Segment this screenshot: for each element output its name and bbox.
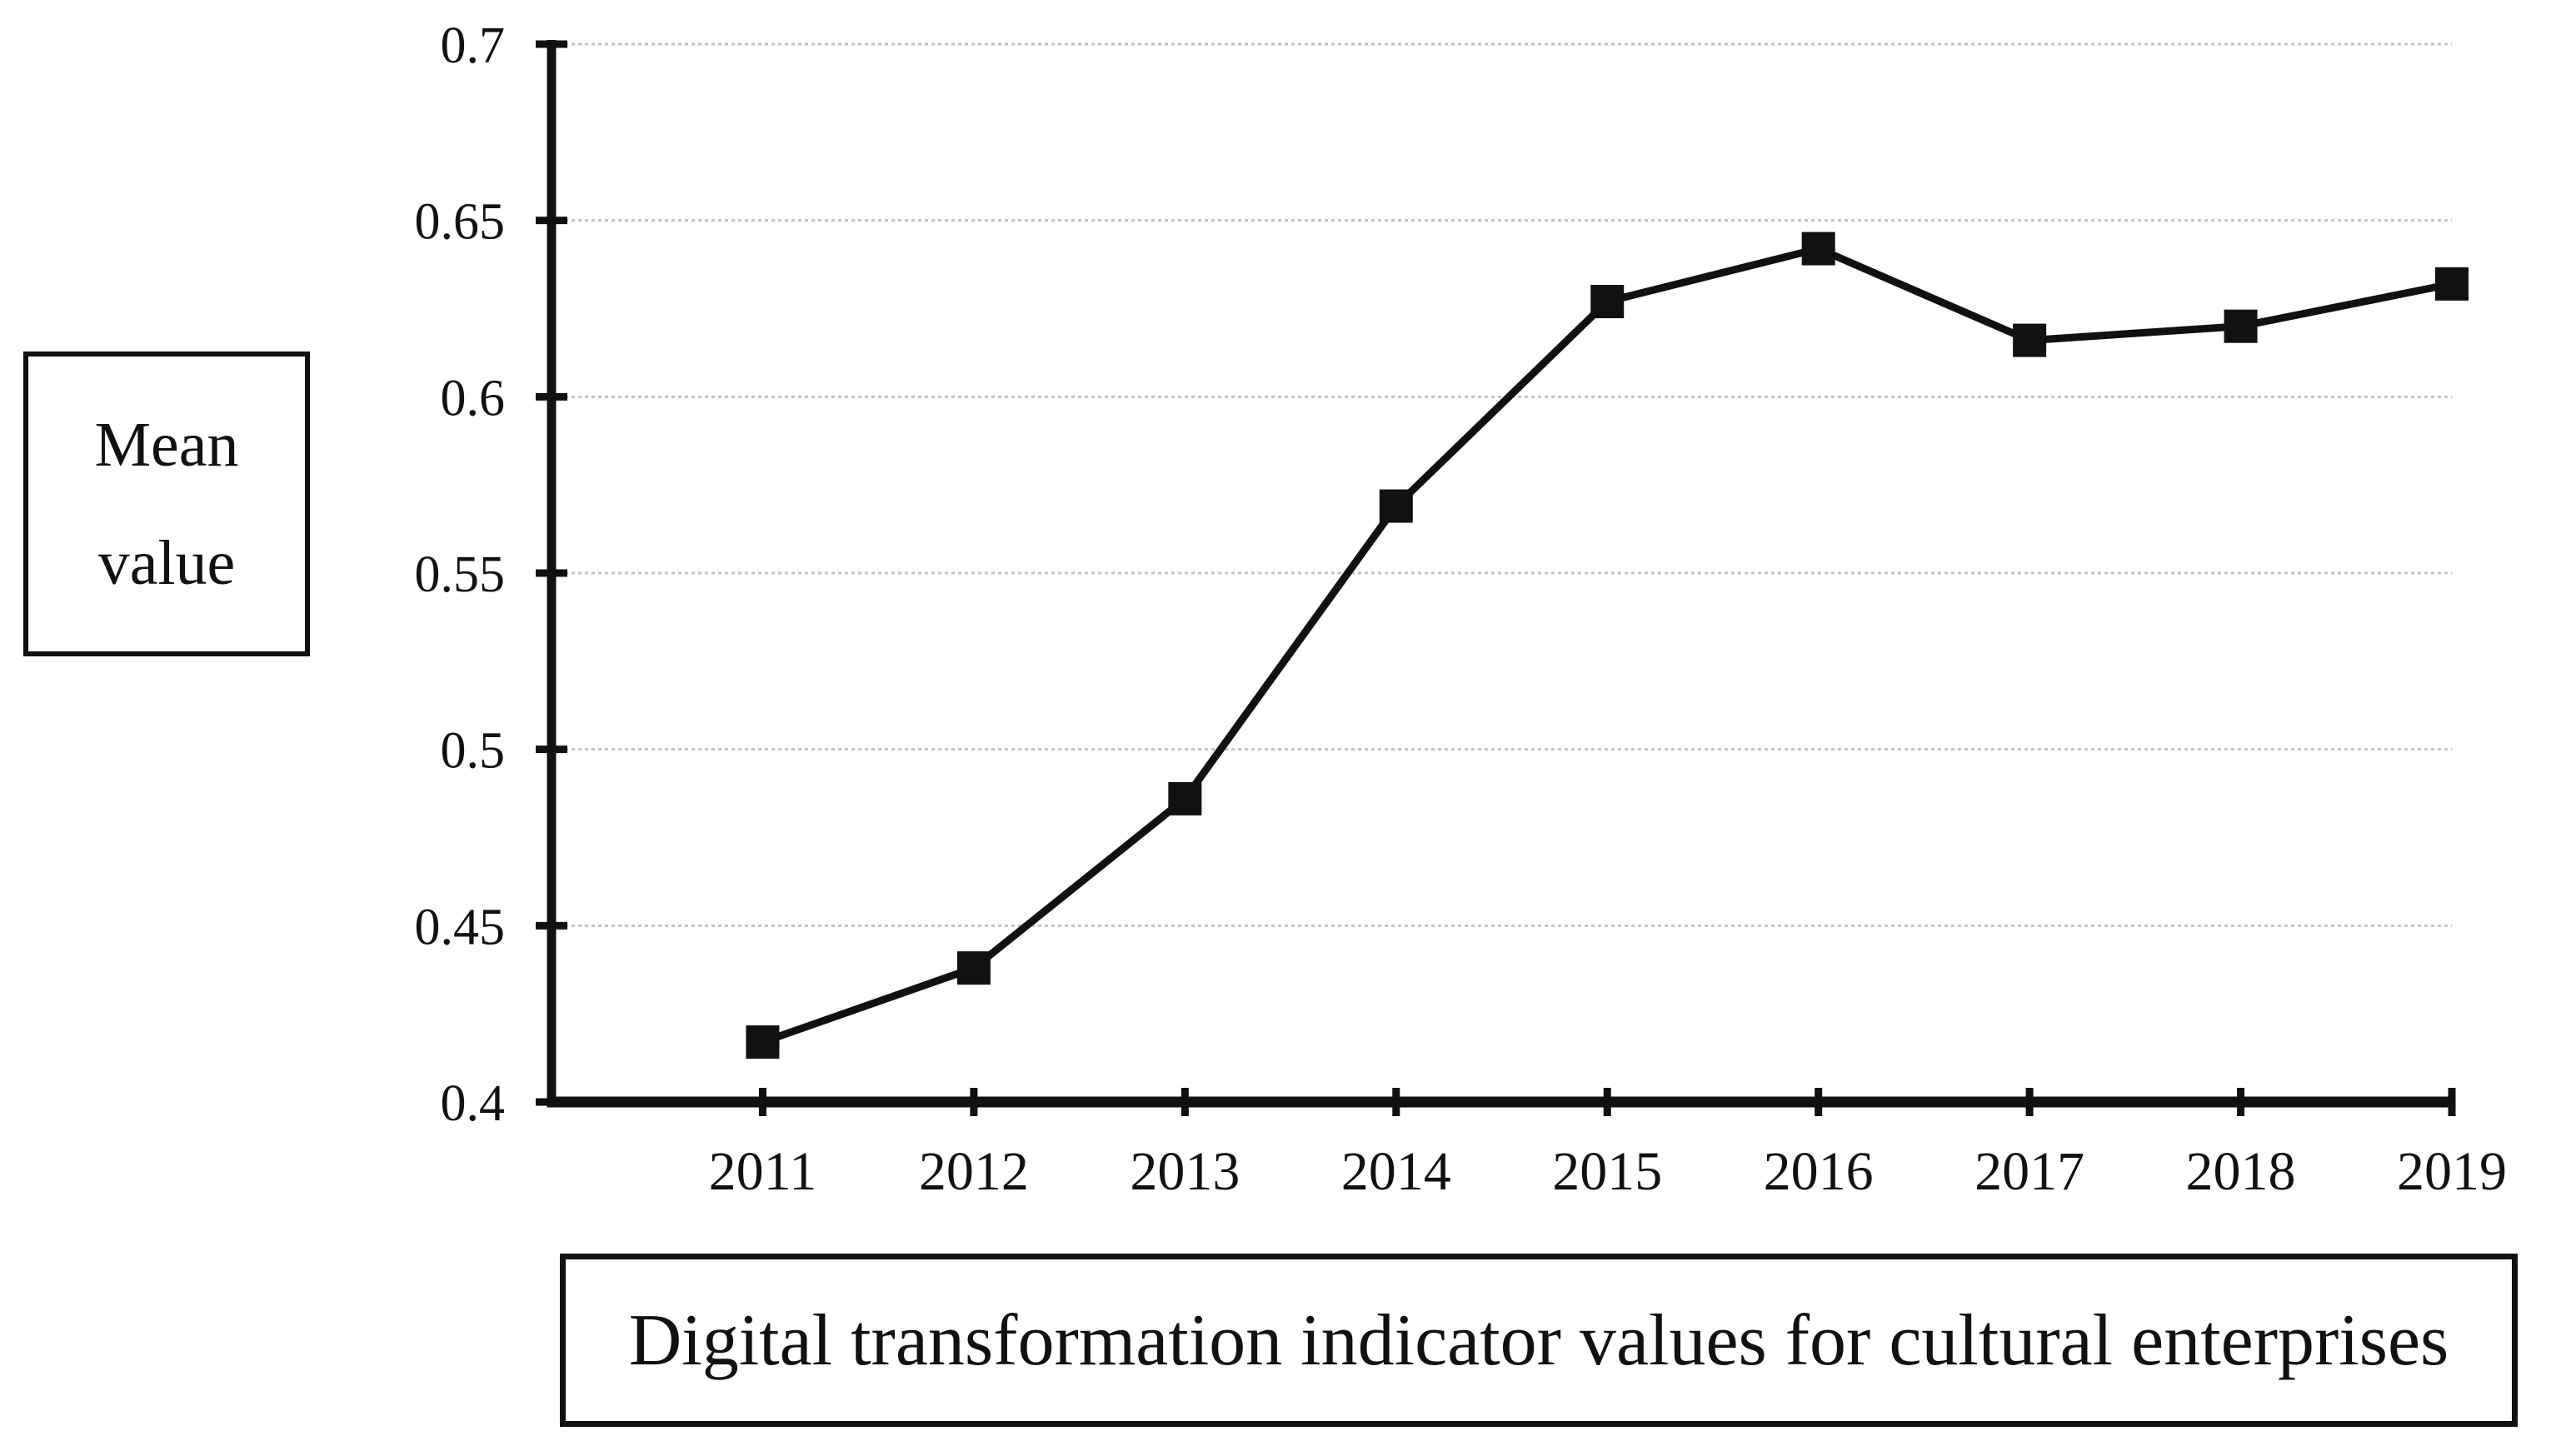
x-axis-tick-label: 2012 [919,1141,1029,1202]
x-axis-tick-label: 2017 [1974,1141,2084,1202]
x-axis-tick-label: 2018 [2186,1141,2296,1202]
x-axis-tick-label: 2014 [1341,1141,1451,1202]
data-point-marker [1590,285,1625,319]
y-axis-tick-label: 0.5 [441,723,506,780]
data-point-marker [2013,323,2047,357]
y-axis-label-line2: value [97,528,236,598]
data-point-marker [2435,267,2469,301]
x-axis-tick-label: 2015 [1552,1141,1662,1202]
y-axis-label-box: Mean value [23,352,310,656]
y-axis-tick-label: 0.65 [415,194,506,251]
x-axis-tick-label: 2013 [1130,1141,1240,1202]
chart-title: Digital transformation indicator values … [628,1299,2449,1381]
data-point-marker [746,1025,780,1060]
y-axis-tick-label: 0.4 [441,1075,506,1132]
data-point-marker [1801,232,1835,266]
y-axis-tick-label: 0.6 [441,370,506,426]
data-point-marker [2224,309,2258,343]
x-axis-title-box: Digital transformation indicator values … [560,1254,2518,1427]
y-axis-tick-label: 0.45 [415,899,506,955]
y-axis-tick-label: 0.7 [441,17,506,74]
series-line [758,245,2456,1046]
x-axis-tick-label: 2016 [1764,1141,1874,1202]
y-axis-tick-label: 0.55 [415,546,506,603]
data-point-marker [1168,781,1202,815]
data-point-marker [956,951,991,985]
y-axis-label-line1: Mean [94,410,239,480]
data-point-marker [1379,489,1413,523]
x-axis-tick-label: 2011 [709,1141,817,1202]
x-axis-tick-label: 2019 [2397,1141,2507,1202]
